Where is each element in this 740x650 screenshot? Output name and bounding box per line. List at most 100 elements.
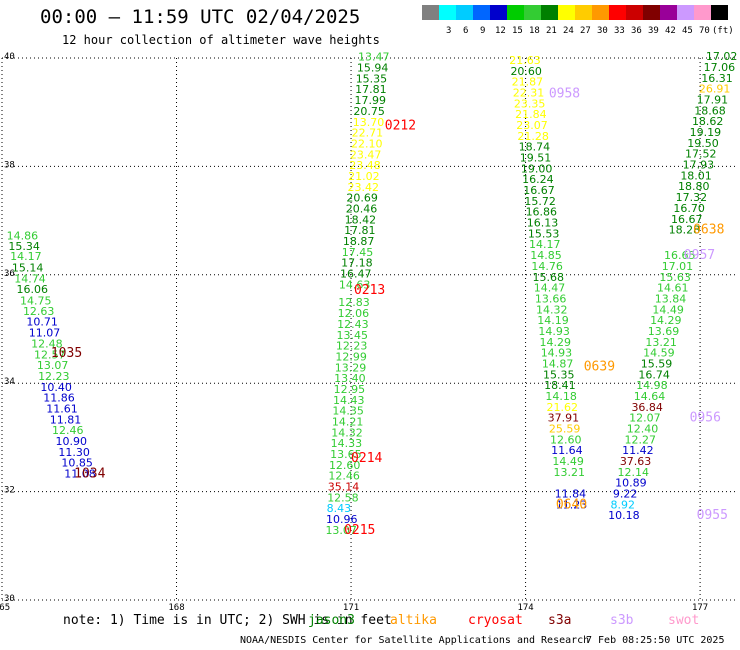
wave-height-value: 13.07 (325, 524, 357, 537)
legend-label: 27 (580, 26, 591, 36)
wave-height-value: 8.92 (611, 498, 636, 511)
wave-height-value: 17.93 (683, 159, 715, 172)
wave-height-value: 14.49 (652, 303, 684, 316)
legend-swatch (609, 5, 626, 20)
wave-height-value: 11.08 (64, 468, 96, 481)
lon-tick-label: 165 (0, 603, 10, 610)
wave-height-value: 35.14 (328, 481, 360, 494)
wave-height-value: 13.47 (358, 51, 390, 64)
wave-height-value: 22.71 (352, 127, 384, 140)
wave-height-value: 11.61 (46, 402, 78, 415)
wave-height-value: 14.75 (20, 295, 52, 308)
pass-time-label: 0958 (549, 87, 580, 102)
wave-height-value: 14.17 (529, 238, 561, 251)
wave-height-value: 14.64 (634, 390, 666, 403)
wave-height-value: 18.28 (669, 224, 701, 237)
wave-height-value: 11.64 (551, 444, 583, 457)
legend-swatch (575, 5, 592, 20)
wave-height-value: 14.98 (636, 379, 668, 392)
wave-height-value: 13.07 (37, 359, 69, 372)
wave-height-value: 12.40 (627, 423, 659, 436)
wave-height-value: 17.99 (355, 94, 387, 107)
satellite-s3a: s3a (548, 613, 572, 628)
wave-height-value: 14.47 (534, 282, 566, 295)
wave-height-value: 12.83 (338, 296, 370, 309)
wave-height-value: 11.86 (43, 392, 75, 405)
legend-label: 30 (597, 26, 608, 36)
credit-line: NOAA/NESDIS Center for Satellite Applica… (240, 635, 590, 646)
wave-height-value: 14.18 (545, 390, 577, 403)
wave-height-value: 37.63 (620, 455, 652, 468)
wave-height-value: 15.68 (533, 271, 565, 284)
wave-height-value: 12.48 (31, 337, 63, 350)
wave-height-value: 14.21 (332, 415, 364, 428)
wave-height-value: 15.14 (12, 262, 44, 275)
legend-label: 36 (631, 26, 642, 36)
wave-height-value: 18.80 (678, 180, 710, 193)
wave-height-value: 21.02 (348, 170, 380, 183)
wave-height-value: 14.93 (538, 325, 570, 338)
wave-height-value: 12.46 (52, 424, 84, 437)
legend-swatch (677, 5, 694, 20)
wave-height-value: 14.76 (531, 260, 563, 273)
legend-label: 12 (495, 26, 506, 36)
wave-height-value: 12.95 (334, 383, 366, 396)
wave-height-value: 21.84 (515, 108, 547, 121)
wave-height-value: 12.27 (624, 433, 656, 446)
wave-height-value: 36.84 (631, 401, 663, 414)
wave-height-value: 9.22 (613, 488, 638, 501)
lon-tick-label: 171 (343, 603, 359, 610)
wave-height-value: 14.87 (542, 357, 574, 370)
legend-label: 18 (529, 26, 540, 36)
wave-height-value: 14.63 (339, 278, 371, 291)
wave-height-value: 14.86 (7, 230, 39, 243)
wave-height-value: 17.02 (706, 50, 738, 63)
wave-height-value: 15.34 (8, 240, 40, 253)
legend-label: 3 (446, 26, 452, 36)
wave-height-value: 12.43 (337, 318, 369, 331)
wave-height-value: 19.51 (520, 152, 552, 165)
legend-swatch (558, 5, 575, 20)
wave-height-value: 19.00 (521, 162, 553, 175)
legend-swatch (711, 5, 728, 20)
wave-height-value: 18.41 (544, 379, 576, 392)
wave-height-value: 12.58 (327, 491, 359, 504)
satellite-altika: altika (390, 613, 437, 628)
wave-height-value: 13.21 (553, 466, 585, 479)
wave-height-value: 17.45 (342, 246, 374, 259)
pass-time-label: 0213 (354, 283, 385, 298)
wave-height-value: 14.74 (14, 272, 46, 285)
wave-height-value: 16.06 (17, 283, 49, 296)
lat-tick-label: 38 (4, 160, 15, 170)
wave-height-value: 16.65 (664, 249, 696, 262)
wave-height-value: 14.32 (331, 426, 363, 439)
lat-tick-label: 30 (4, 594, 15, 604)
wave-height-value: 18.87 (343, 235, 375, 248)
wave-height-value: 16.86 (526, 206, 558, 219)
wave-height-value: 14.29 (540, 336, 572, 349)
wave-height-value: 12.07 (629, 412, 661, 425)
wave-height-value: 14.29 (650, 314, 682, 327)
legend-swatch (439, 5, 456, 20)
legend-label: 70 (699, 26, 710, 36)
satellite-s3b: s3b (610, 613, 634, 628)
wave-height-value: 18.62 (692, 115, 724, 128)
pass-time-label: 0212 (385, 119, 416, 134)
wave-height-value: 23.35 (514, 97, 546, 110)
wave-height-value: 13.65 (330, 448, 362, 461)
wave-height-value: 23.42 (348, 181, 380, 194)
wave-height-value: 12.06 (338, 307, 370, 320)
wave-height-value: 18.74 (519, 141, 551, 154)
wave-height-value: 21.28 (517, 130, 549, 143)
legend-swatch (507, 5, 524, 20)
wave-height-value: 14.49 (552, 455, 584, 468)
pass-time-label: 1034 (74, 467, 105, 482)
wave-height-value: 14.19 (537, 314, 569, 327)
wave-height-value: 21.63 (509, 54, 541, 67)
wave-height-value: 26.91 (699, 83, 731, 96)
wave-height-value: 12.57 (34, 348, 66, 361)
wave-height-value: 15.35 (356, 72, 388, 85)
legend-swatch (592, 5, 609, 20)
wave-height-value: 17.01 (662, 260, 694, 273)
legend-swatch (541, 5, 558, 20)
